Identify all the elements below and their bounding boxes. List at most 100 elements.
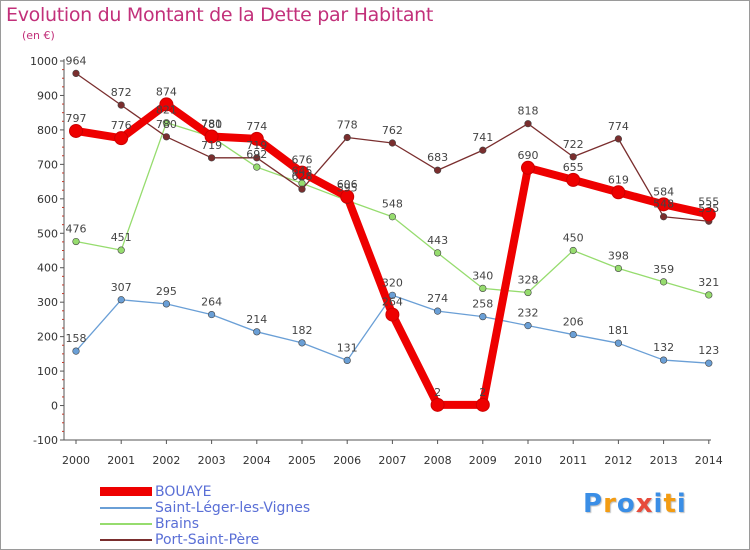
- legend-label-saint-leger: Saint-Léger-les-Vignes: [155, 500, 311, 516]
- proxiti-logo: Proxiti: [583, 489, 687, 519]
- data-label: 258: [472, 298, 493, 311]
- data-point: [114, 131, 129, 146]
- data-label: 2: [434, 386, 441, 399]
- data-point: [72, 237, 80, 246]
- data-point: [659, 356, 668, 364]
- data-label: 964: [66, 54, 87, 67]
- data-point: [295, 165, 309, 180]
- data-point: [434, 249, 442, 257]
- data-point: [388, 291, 397, 299]
- legend-swatch-brains: [100, 523, 152, 525]
- data-point: [659, 278, 668, 286]
- data-label: 780: [156, 118, 177, 131]
- data-point: [204, 129, 219, 144]
- data-label: 132: [653, 341, 674, 354]
- y-tick-label: 1000: [30, 55, 58, 68]
- y-tick-label: 800: [37, 124, 58, 137]
- data-label: 821: [156, 104, 177, 117]
- data-label: 264: [201, 296, 222, 309]
- data-label: 595: [337, 182, 358, 195]
- legend-swatch-port-saint-pere: [100, 539, 152, 541]
- data-point: [434, 307, 442, 315]
- data-label: 232: [518, 307, 539, 320]
- data-point: [611, 185, 626, 200]
- x-tick-label: 2001: [107, 454, 135, 467]
- data-point: [117, 246, 125, 254]
- data-point: [253, 154, 261, 162]
- logo-letter: r: [603, 489, 617, 519]
- data-label: 719: [201, 139, 222, 152]
- data-label: 781: [201, 117, 222, 130]
- data-label: 645: [292, 164, 313, 177]
- data-label: 872: [111, 86, 132, 99]
- data-point: [569, 330, 577, 339]
- data-label: 606: [337, 178, 358, 191]
- x-tick-label: 2003: [198, 454, 226, 467]
- y-tick-label: 500: [37, 227, 58, 240]
- data-point: [343, 133, 351, 142]
- data-label: 443: [427, 234, 448, 247]
- data-point: [208, 154, 216, 162]
- data-point: [253, 163, 261, 171]
- y-tick-label: 400: [37, 262, 58, 275]
- data-point: [614, 339, 623, 347]
- data-point: [340, 189, 355, 204]
- data-label: 548: [382, 198, 403, 211]
- data-point: [569, 153, 577, 161]
- data-point: [208, 310, 216, 319]
- y-tick-label: 600: [37, 193, 58, 206]
- y-tick-label: 900: [37, 89, 58, 102]
- data-label: 398: [608, 249, 629, 262]
- x-tick-label: 2006: [333, 454, 361, 467]
- data-point: [475, 397, 490, 412]
- data-point: [388, 139, 397, 147]
- data-point: [524, 120, 532, 128]
- legend-item-port-saint-pere: Port-Saint-Père: [100, 532, 400, 548]
- data-label: 683: [427, 151, 448, 164]
- x-tick-label: 2002: [152, 454, 180, 467]
- data-label: 320: [382, 276, 403, 289]
- x-tick-label: 2014: [695, 454, 723, 467]
- data-label: 274: [427, 292, 448, 305]
- x-tick-label: 2008: [424, 454, 452, 467]
- data-point: [569, 246, 577, 255]
- logo-letter: P: [583, 489, 604, 519]
- data-label: 619: [608, 173, 629, 186]
- data-label: 535: [698, 202, 719, 215]
- legend-label-brains: Brains: [155, 516, 199, 532]
- data-label: 548: [653, 198, 674, 211]
- data-label: 818: [518, 105, 539, 118]
- data-label: 2: [479, 386, 486, 399]
- data-label: 359: [653, 263, 674, 276]
- logo-letter: t: [663, 489, 677, 519]
- logo-letter: x: [635, 489, 654, 519]
- chart-title: Evolution du Montant de la Dette par Hab…: [6, 4, 434, 26]
- data-label: 123: [698, 344, 719, 357]
- y-tick-label: 100: [37, 365, 58, 378]
- data-point: [524, 322, 532, 330]
- data-point: [162, 119, 170, 127]
- data-label: 776: [111, 119, 132, 132]
- data-label: 655: [563, 161, 584, 174]
- legend-item-bouaye: BOUAYE: [100, 484, 400, 500]
- data-label: 131: [337, 341, 358, 354]
- data-label: 181: [608, 324, 629, 337]
- data-label: 762: [382, 124, 403, 137]
- data-label: 450: [563, 232, 584, 245]
- data-point: [298, 185, 306, 193]
- data-point: [72, 347, 80, 355]
- data-label: 741: [472, 131, 493, 144]
- data-point: [614, 264, 623, 273]
- data-label: 584: [653, 185, 674, 198]
- data-point: [162, 133, 170, 141]
- chart-unit: (en €): [22, 29, 55, 42]
- data-label: 555: [698, 195, 719, 208]
- data-point: [298, 339, 306, 347]
- data-point: [434, 166, 442, 174]
- data-point: [249, 131, 264, 146]
- data-point: [117, 101, 125, 109]
- data-label: 628: [292, 170, 313, 183]
- data-point: [253, 328, 261, 336]
- data-point: [479, 146, 487, 154]
